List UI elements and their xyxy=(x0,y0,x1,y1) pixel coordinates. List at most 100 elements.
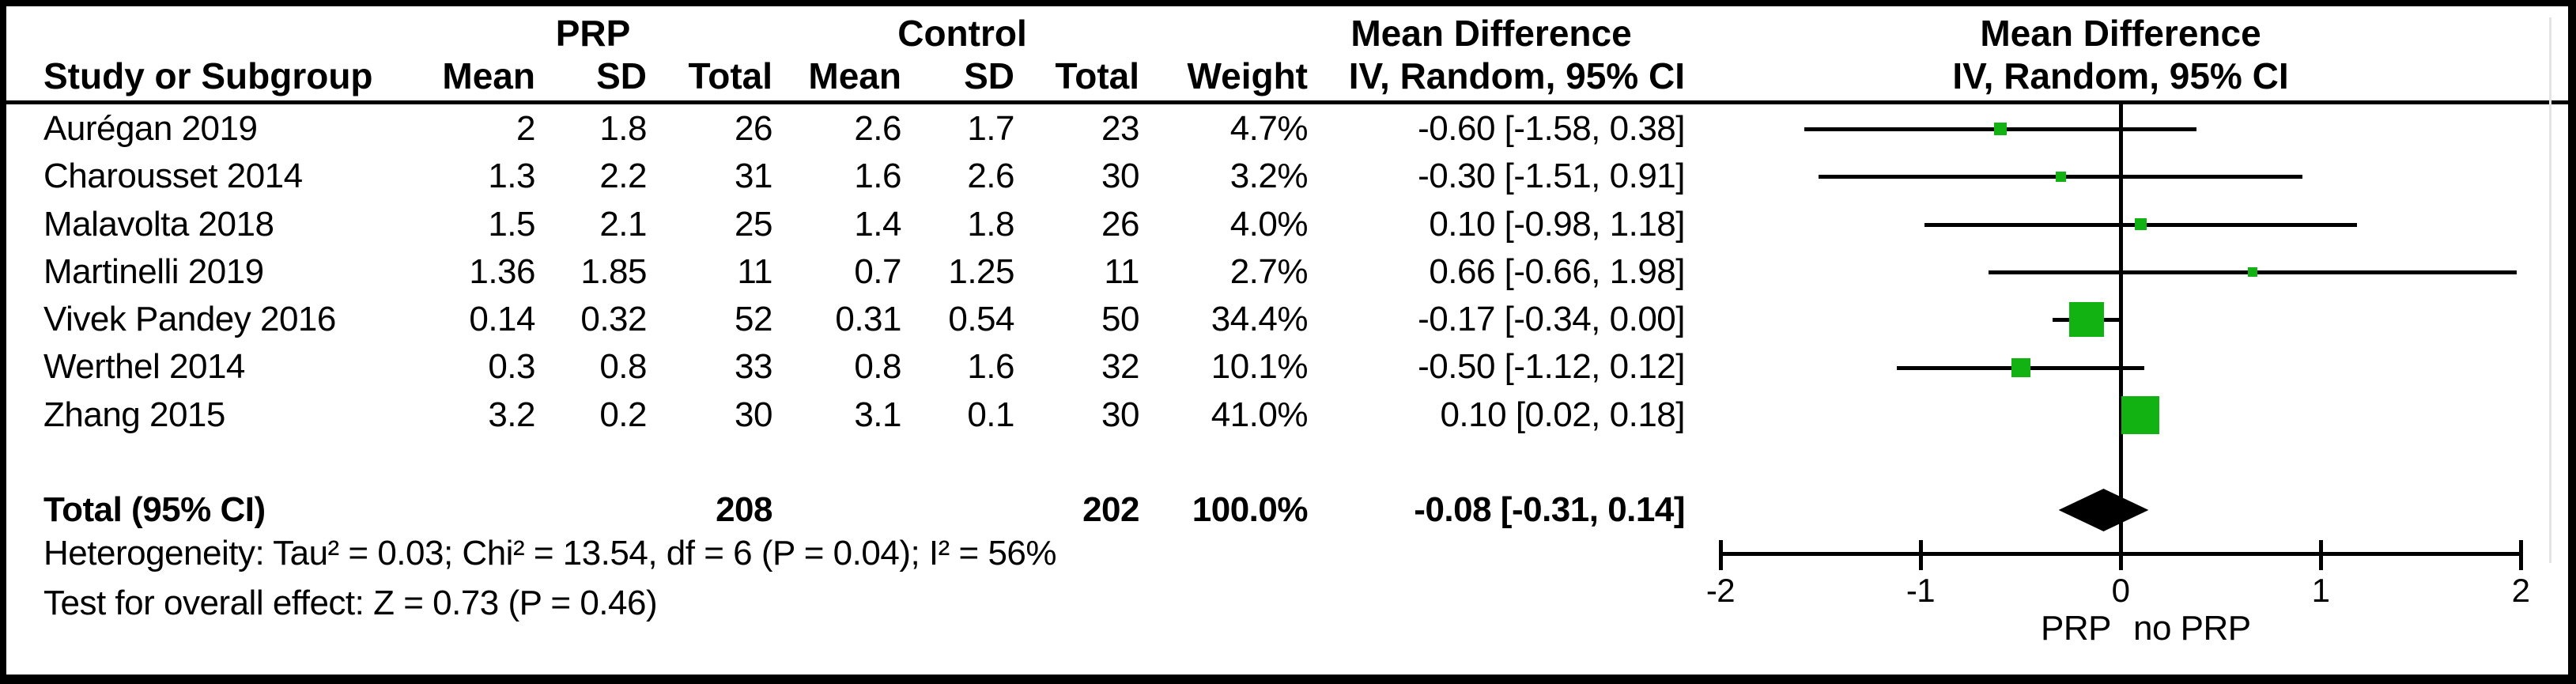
ctrl-sd-header: SD xyxy=(964,55,1014,96)
effect-square xyxy=(2121,395,2160,434)
study-name: Charousset 2014 xyxy=(43,157,303,196)
ctrl-total-value: 30 xyxy=(1101,157,1139,196)
md-column-header: Mean Difference xyxy=(1350,13,1632,54)
ctrl-mean-value: 2.6 xyxy=(854,109,901,148)
forest-plot: PRP no PRP -2 -1 0 1 2 xyxy=(1660,95,2562,668)
ctrl-sd-value: 0.54 xyxy=(948,300,1014,339)
total-ci: -0.08 [-0.31, 0.14] xyxy=(1414,490,1685,529)
total-label: Total (95% CI) xyxy=(43,490,266,529)
ctrl-sd-value: 0.1 xyxy=(967,395,1014,434)
study-column-header: Study or Subgroup xyxy=(43,55,373,96)
ctrl-total-value: 30 xyxy=(1101,395,1139,434)
prp-total-value: 26 xyxy=(735,109,772,148)
table-row: Aurégan 2019 2 1.8 26 2.6 1.7 23 4.7% -0… xyxy=(6,105,2568,153)
ctrl-mean-value: 0.31 xyxy=(835,300,901,339)
effect-square xyxy=(2055,171,2066,182)
prp-mean-value: 3.2 xyxy=(488,395,535,434)
ci-value: -0.60 [-1.58, 0.38] xyxy=(1418,109,1685,148)
prp-total-value: 30 xyxy=(735,395,772,434)
plot-ci-header: IV, Random, 95% CI xyxy=(1952,55,2289,96)
axis-tick xyxy=(2519,540,2523,570)
study-name: Aurégan 2019 xyxy=(43,109,258,148)
axis-tick xyxy=(1919,540,1923,570)
prp-mean-header: Mean xyxy=(442,55,535,96)
prp-mean-value: 1.3 xyxy=(488,157,535,196)
study-name: Vivek Pandey 2016 xyxy=(43,300,336,339)
total-prp-n: 208 xyxy=(716,490,772,529)
ctrl-sd-value: 1.7 xyxy=(967,109,1014,148)
prp-mean-value: 2 xyxy=(516,109,535,148)
prp-sd-value: 2.1 xyxy=(599,204,647,244)
ctrl-sd-value: 1.25 xyxy=(948,251,1014,291)
table-row: Malavolta 2018 1.5 2.1 25 1.4 1.8 26 4.0… xyxy=(6,201,2568,248)
prp-total-value: 31 xyxy=(735,157,772,196)
effect-square xyxy=(1994,123,2008,135)
ctrl-total-value: 50 xyxy=(1101,300,1139,339)
weight-value: 3.2% xyxy=(1229,157,1309,196)
axis-tick-label: -1 xyxy=(1906,572,1936,609)
effect-square xyxy=(2011,357,2030,377)
prp-sd-value: 0.2 xyxy=(599,395,647,434)
ci-column-header: IV, Random, 95% CI xyxy=(1348,55,1685,96)
prp-mean-value: 0.14 xyxy=(469,300,535,339)
prp-total-value: 33 xyxy=(735,347,772,387)
ctrl-total-value: 23 xyxy=(1101,109,1139,148)
header-separator xyxy=(6,100,2568,104)
ci-value: -0.30 [-1.51, 0.91] xyxy=(1418,157,1685,196)
study-name: Martinelli 2019 xyxy=(43,251,264,291)
ctrl-total-value: 11 xyxy=(1104,251,1139,291)
prp-sd-value: 2.2 xyxy=(599,157,647,196)
prp-total-value: 25 xyxy=(735,204,772,244)
prp-sd-header: SD xyxy=(596,55,647,96)
prp-total-header: Total xyxy=(688,55,772,96)
prp-sd-value: 0.8 xyxy=(599,347,647,387)
total-row: Total (95% CI) 208 202 100.0% -0.08 [-0.… xyxy=(6,486,2568,534)
md-plot-header: Mean Difference xyxy=(1980,13,2261,54)
weight-value: 10.1% xyxy=(1211,347,1309,387)
zero-line xyxy=(2119,101,2123,554)
study-name: Zhang 2015 xyxy=(43,395,225,434)
ci-value: -0.17 [-0.34, 0.00] xyxy=(1418,300,1685,339)
weight-value: 2.7% xyxy=(1229,251,1309,291)
ci-value: 0.10 [0.02, 0.18] xyxy=(1440,395,1685,434)
total-weight: 100.0% xyxy=(1192,490,1309,529)
weight-value: 34.4% xyxy=(1211,300,1309,339)
table-row: Zhang 2015 3.2 0.2 30 3.1 0.1 30 41.0% 0… xyxy=(6,391,2568,439)
axis-tick-label: 1 xyxy=(2311,572,2330,609)
axis-tick xyxy=(2319,540,2323,570)
study-name: Werthel 2014 xyxy=(43,347,245,387)
table-row: Martinelli 2019 1.36 1.85 11 0.7 1.25 11… xyxy=(6,248,2568,296)
prp-sd-value: 1.8 xyxy=(599,109,647,148)
group2-header: Control xyxy=(897,13,1027,54)
study-rows: Aurégan 2019 2 1.8 26 2.6 1.7 23 4.7% -0… xyxy=(6,105,2568,439)
ctrl-mean-value: 0.7 xyxy=(854,251,901,291)
ctrl-mean-value: 1.4 xyxy=(854,204,901,244)
effect-square xyxy=(2068,302,2104,338)
ctrl-total-value: 26 xyxy=(1101,204,1139,244)
weight-value: 4.7% xyxy=(1229,109,1309,148)
table-row: Vivek Pandey 2016 0.14 0.32 52 0.31 0.54… xyxy=(6,296,2568,343)
right-gutter-line xyxy=(2549,17,2551,563)
prp-mean-value: 0.3 xyxy=(488,347,535,387)
favours-left-label: PRP xyxy=(2041,609,2111,648)
ctrl-total-header: Total xyxy=(1055,55,1139,96)
ctrl-sd-value: 2.6 xyxy=(967,157,1014,196)
ctrl-mean-value: 0.8 xyxy=(854,347,901,387)
prp-mean-value: 1.36 xyxy=(469,251,535,291)
axis-tick xyxy=(1719,540,1723,570)
ctrl-sd-value: 1.8 xyxy=(967,204,1014,244)
table-row: Werthel 2014 0.3 0.8 33 0.8 1.6 32 10.1%… xyxy=(6,343,2568,391)
ci-value: 0.66 [-0.66, 1.98] xyxy=(1429,251,1685,291)
favours-right-label: no PRP xyxy=(2133,609,2251,648)
ctrl-mean-value: 1.6 xyxy=(854,157,901,196)
ctrl-total-value: 32 xyxy=(1101,347,1139,387)
ctrl-sd-value: 1.6 xyxy=(967,347,1014,387)
prp-sd-value: 1.85 xyxy=(580,251,647,291)
axis-tick-label: 0 xyxy=(2111,572,2130,609)
ctrl-mean-value: 3.1 xyxy=(854,395,901,434)
group1-header: PRP xyxy=(555,13,631,54)
ci-value: -0.50 [-1.12, 0.12] xyxy=(1418,347,1685,387)
axis-tick-label: -2 xyxy=(1705,572,1736,609)
axis-tick xyxy=(2119,540,2123,570)
